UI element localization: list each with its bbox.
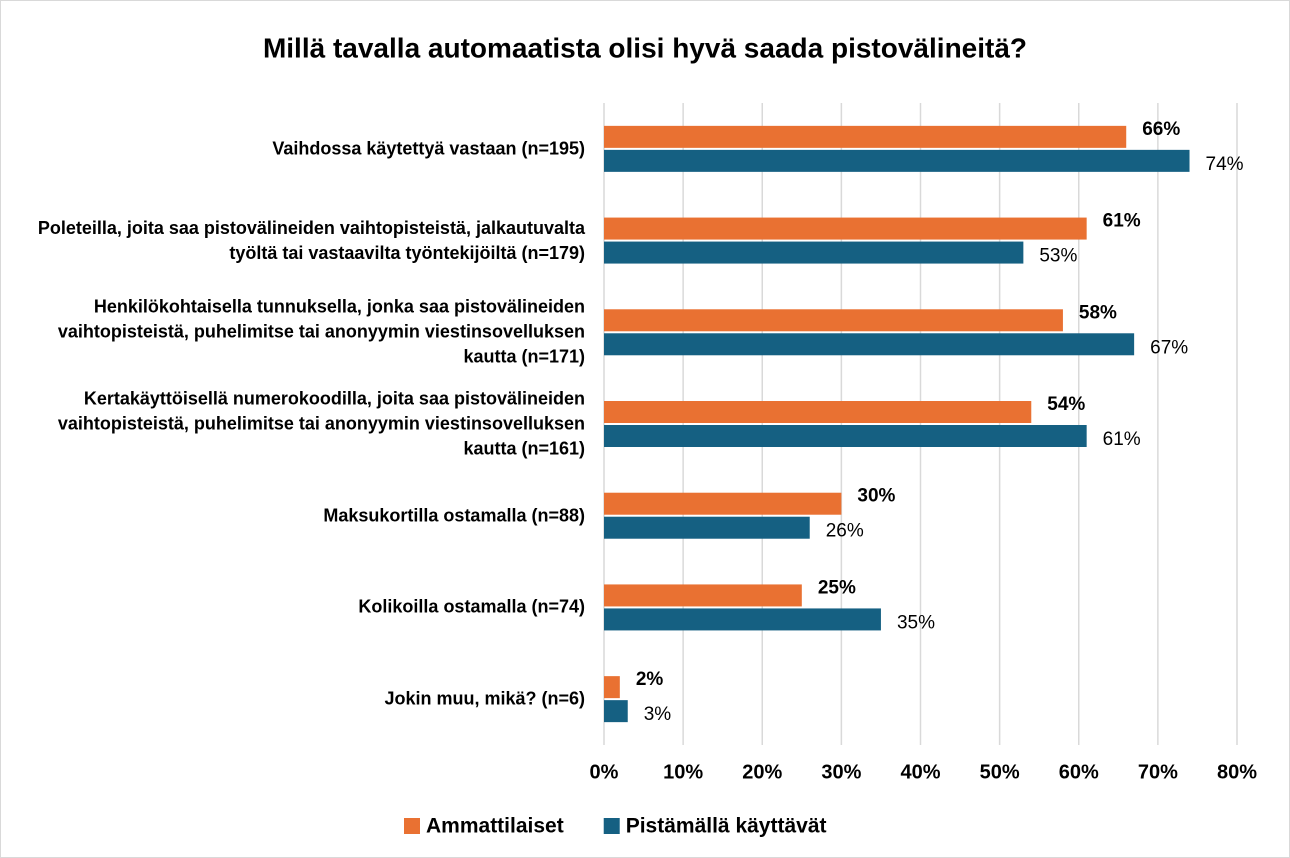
- category-label: Henkilökohtaisella tunnuksella, jonka sa…: [57, 296, 585, 367]
- legend-swatch: [603, 818, 620, 834]
- value-label: 35%: [897, 612, 935, 633]
- legend-swatch: [404, 818, 420, 834]
- value-label: 26%: [826, 521, 864, 542]
- value-label: 61%: [1103, 211, 1141, 232]
- category-label: Kolikoilla ostamalla (n=74): [358, 596, 585, 617]
- bar: [604, 241, 1024, 264]
- legend-label: Pistämällä käyttävät: [626, 815, 827, 838]
- legend-label: Ammattilaiset: [426, 815, 564, 838]
- x-tick-label: 80%: [1217, 761, 1257, 783]
- x-tick-label: 70%: [1138, 761, 1178, 783]
- x-tick-label: 50%: [980, 761, 1020, 783]
- bar: [604, 676, 620, 699]
- x-tick-label: 20%: [742, 761, 782, 783]
- value-label: 61%: [1103, 429, 1141, 450]
- bar: [604, 516, 810, 539]
- bar: [604, 333, 1135, 356]
- bar: [604, 217, 1087, 240]
- bar: [604, 584, 802, 607]
- bar: [604, 700, 628, 723]
- value-label: 2%: [636, 669, 664, 690]
- category-label: Kertakäyttöisellä numerokoodilla, joita …: [57, 388, 585, 459]
- value-label: 66%: [1142, 119, 1180, 140]
- bar: [604, 425, 1087, 447]
- value-label: 53%: [1039, 246, 1077, 267]
- bar: [604, 608, 881, 631]
- x-tick-label: 10%: [663, 761, 703, 783]
- value-label: 25%: [818, 577, 856, 598]
- category-label: Jokin muu, mikä? (n=6): [384, 688, 585, 709]
- value-label: 67%: [1150, 337, 1188, 358]
- x-tick-label: 30%: [821, 761, 861, 783]
- chart-title: Millä tavalla automaatista olisi hyvä sa…: [263, 32, 1027, 63]
- value-label: 3%: [644, 704, 672, 725]
- bar: [604, 125, 1127, 148]
- bar: [604, 149, 1190, 172]
- x-tick-label: 40%: [900, 761, 940, 783]
- bar: [604, 492, 842, 515]
- value-label: 30%: [857, 486, 895, 507]
- bar: [604, 309, 1063, 332]
- bar: [604, 401, 1032, 423]
- value-label: 58%: [1079, 302, 1117, 323]
- value-label: 54%: [1047, 394, 1085, 415]
- category-label: Poleteilla, joita saa pistovälineiden va…: [37, 217, 585, 263]
- x-tick-label: 60%: [1059, 761, 1099, 783]
- category-label: Maksukortilla ostamalla (n=88): [323, 505, 585, 526]
- category-label: Vaihdossa käytettyä vastaan (n=195): [272, 138, 585, 159]
- x-tick-label: 0%: [590, 761, 619, 783]
- value-label: 74%: [1206, 154, 1244, 175]
